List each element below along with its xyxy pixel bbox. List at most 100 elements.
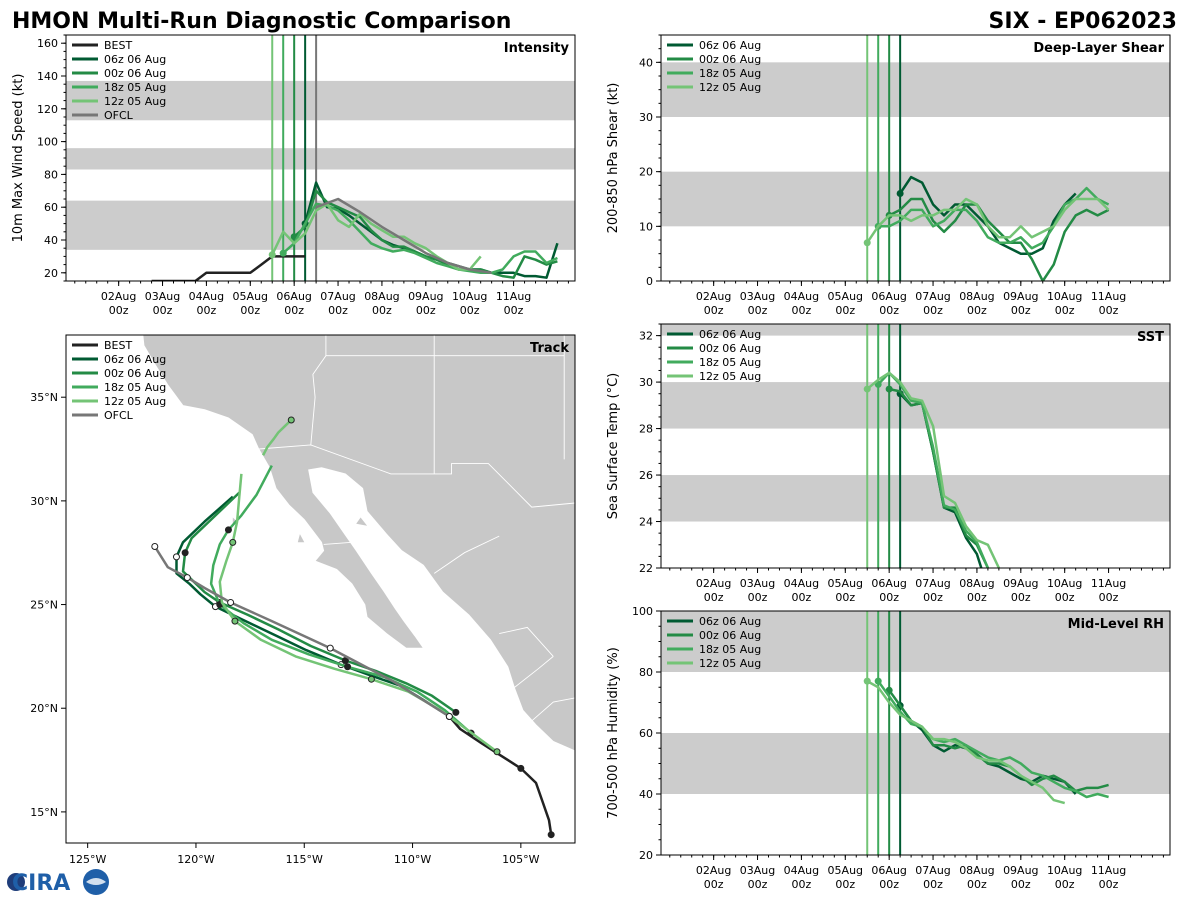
x-tick-label: 05Aug [828, 864, 863, 877]
y-tick-label: 26 [639, 469, 653, 482]
legend-label: 06z 06 Aug [104, 353, 166, 366]
plot-area [66, 35, 575, 281]
x-tick-label: 07Aug [915, 290, 950, 303]
init-marker [863, 677, 871, 685]
lon-tick-label: 120°W [177, 853, 214, 866]
x-tick-label: 02Aug [696, 864, 731, 877]
lon-tick-label: 125°W [69, 853, 106, 866]
legend-label: 12z 05 Aug [104, 95, 166, 108]
y-axis-label: 700-500 hPa Humidity (%) [606, 647, 621, 819]
x-tick-label: 07Aug [915, 864, 950, 877]
x-tick-label: 00z [704, 878, 724, 891]
y-tick-label: 32 [639, 330, 653, 343]
track-marker [445, 713, 453, 721]
x-tick-label: 06Aug [871, 864, 906, 877]
x-tick-label: 00z [1011, 591, 1031, 604]
legend-label: 00z 06 Aug [699, 342, 761, 355]
y-tick-label: 40 [639, 788, 653, 801]
legend-label: BEST [104, 339, 132, 352]
series-line [866, 371, 1001, 568]
series-line [878, 186, 1110, 250]
land-polygon [142, 335, 575, 752]
x-tick-label: 00z [879, 591, 899, 604]
x-tick-label: 00z [416, 304, 436, 317]
x-tick-label: 11Aug [1091, 864, 1126, 877]
y-tick-label: 120 [37, 103, 58, 116]
legend-label: 12z 05 Aug [699, 657, 761, 670]
x-tick-label: 06Aug [871, 577, 906, 590]
x-tick-label: 02Aug [101, 290, 136, 303]
map-area [142, 335, 575, 839]
x-tick-label: 05Aug [828, 290, 863, 303]
shaded-band [661, 324, 1170, 336]
shaded-band [661, 62, 1170, 117]
init-marker [863, 385, 871, 393]
panel-title: Mid-Level RH [1068, 617, 1164, 632]
x-tick-label: 10Aug [1047, 290, 1082, 303]
x-tick-label: 00z [967, 878, 987, 891]
x-tick-label: 03Aug [740, 864, 775, 877]
y-tick-label: 24 [639, 516, 653, 529]
intensity-panel: 2040608010012014016002Aug00z03Aug00z04Au… [11, 34, 576, 317]
lat-tick-label: 25°N [30, 599, 58, 612]
x-tick-label: 08Aug [959, 290, 994, 303]
panel-title: Intensity [504, 41, 570, 56]
x-tick-label: 04Aug [784, 290, 819, 303]
island [297, 534, 305, 543]
track-marker [181, 549, 189, 557]
track-marker [287, 416, 295, 424]
track-marker [227, 598, 235, 606]
y-tick-label: 140 [37, 70, 58, 83]
legend-label: 06z 06 Aug [699, 39, 761, 52]
x-tick-label: 00z [748, 304, 768, 317]
legend-label: 18z 05 Aug [104, 81, 166, 94]
x-tick-label: 10Aug [1047, 577, 1082, 590]
track-line [261, 419, 293, 456]
y-axis-label: Sea Surface Temp (°C) [606, 373, 621, 520]
x-tick-label: 08Aug [959, 864, 994, 877]
track-marker [517, 764, 525, 772]
plot-area [661, 35, 1170, 281]
track-marker [493, 748, 501, 756]
panel-title: Track [530, 341, 569, 356]
x-tick-label: 00z [967, 591, 987, 604]
lon-tick-label: 105°W [502, 853, 539, 866]
series-line [866, 197, 1110, 244]
logo-text: CIRA [12, 871, 70, 896]
y-tick-label: 100 [37, 136, 58, 149]
y-tick-label: 60 [44, 201, 58, 214]
shaded-band [661, 611, 1170, 672]
island [356, 517, 368, 526]
x-tick-label: 00z [1011, 304, 1031, 317]
x-tick-label: 00z [1099, 591, 1119, 604]
figure-title: HMON Multi-Run Diagnostic Comparison [12, 9, 511, 34]
track-marker [172, 553, 180, 561]
init-marker [896, 190, 904, 198]
legend-label: 18z 05 Aug [104, 381, 166, 394]
x-tick-label: 11Aug [1091, 577, 1126, 590]
y-tick-label: 0 [646, 275, 653, 288]
series-line [888, 689, 1109, 793]
border-line [433, 535, 500, 574]
border-line [258, 444, 575, 508]
border-line [499, 626, 554, 657]
x-tick-label: 03Aug [145, 290, 180, 303]
x-tick-label: 11Aug [496, 290, 531, 303]
x-tick-label: 03Aug [740, 290, 775, 303]
y-tick-label: 80 [44, 168, 58, 181]
x-tick-label: 05Aug [233, 290, 268, 303]
sst-panel: 22242628303202Aug00z03Aug00z04Aug00z05Au… [606, 323, 1171, 604]
cira-logo: CIRA [7, 869, 109, 896]
legend-label: 00z 06 Aug [104, 67, 166, 80]
x-tick-label: 00z [835, 591, 855, 604]
track-line [209, 465, 472, 735]
panel-title: SST [1137, 330, 1164, 345]
legend-label: BEST [104, 39, 132, 52]
x-tick-label: 00z [372, 304, 392, 317]
series-line [151, 255, 306, 281]
rh-panel: 2040608010002Aug00z03Aug00z04Aug00z05Aug… [606, 605, 1171, 891]
x-tick-label: 08Aug [959, 577, 994, 590]
legend-label: 00z 06 Aug [699, 53, 761, 66]
x-tick-label: 03Aug [740, 577, 775, 590]
y-tick-label: 10 [639, 220, 653, 233]
